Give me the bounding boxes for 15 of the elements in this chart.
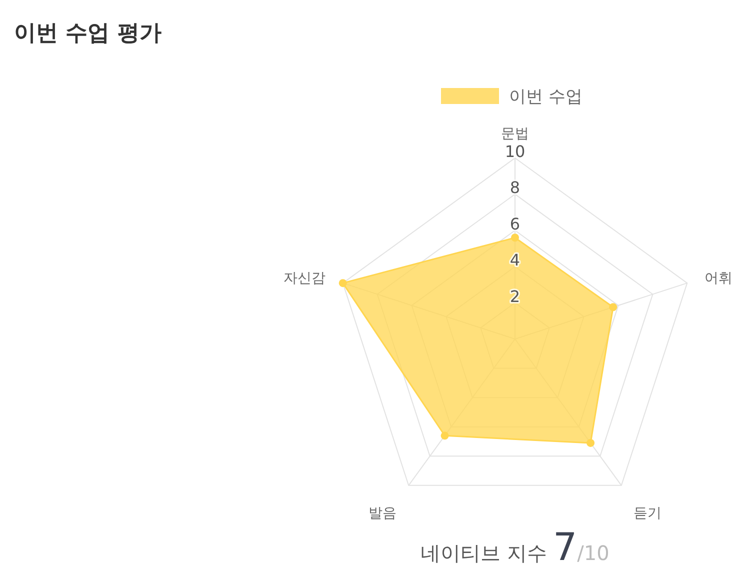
text: /10 (577, 541, 610, 565)
y-tick-label: 6 (510, 214, 520, 234)
text: 7 (552, 525, 578, 569)
text: 네이티브 지수 (420, 541, 547, 565)
y-tick-label: 4 (510, 250, 520, 270)
spoke-label: 문법 (501, 126, 529, 142)
y-tick-label: 8 (510, 178, 520, 198)
y-tick-label: 2 (510, 286, 520, 306)
spoke-label: 자신감 (284, 270, 326, 286)
text: 이번 수업 평가 (14, 21, 162, 46)
spoke-label: 어휘 (704, 270, 732, 286)
legend-label: 이번 수업 (509, 87, 582, 107)
y-tick-label: 10 (504, 142, 526, 161)
spoke-label: 발음 (368, 505, 397, 522)
spoke-label: 듣기 (633, 505, 662, 522)
